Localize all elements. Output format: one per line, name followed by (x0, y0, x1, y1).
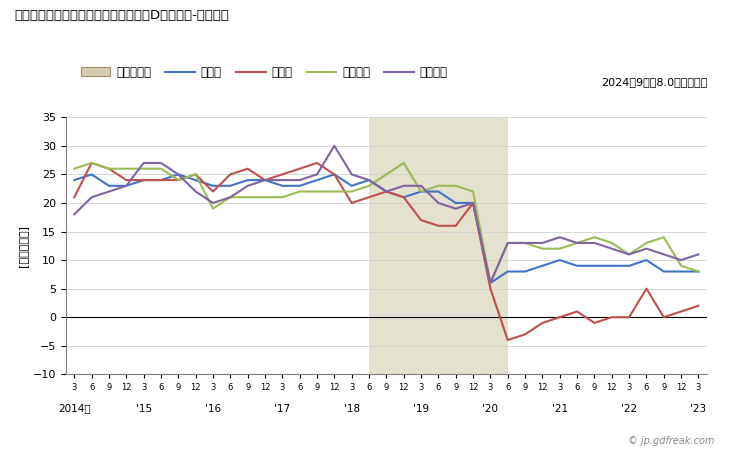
Text: '20: '20 (483, 404, 499, 414)
Text: © jp.gdfreak.com: © jp.gdfreak.com (628, 437, 714, 446)
Bar (369, 117, 507, 374)
Text: 2014年: 2014年 (58, 404, 90, 414)
Text: '16: '16 (205, 404, 221, 414)
Text: '23: '23 (690, 404, 706, 414)
Text: '19: '19 (413, 404, 429, 414)
Text: '18: '18 (343, 404, 359, 414)
Text: '17: '17 (274, 404, 290, 414)
Text: 輸送用機械の金融機関の貸出態度判断DＩ（緩い-厳しい）: 輸送用機械の金融機関の貸出態度判断DＩ（緩い-厳しい） (15, 9, 230, 22)
Text: 2024年9月：8.0％ポイント: 2024年9月：8.0％ポイント (601, 77, 707, 87)
Text: '22: '22 (621, 404, 637, 414)
Text: '21: '21 (552, 404, 568, 414)
Y-axis label: [％ポイント]: [％ポイント] (18, 225, 28, 267)
Legend: 景気後退期, 全企業, 大企業, 中堅企業, 中小企業: 景気後退期, 全企業, 大企業, 中堅企業, 中小企業 (76, 61, 453, 83)
Text: '15: '15 (136, 404, 152, 414)
